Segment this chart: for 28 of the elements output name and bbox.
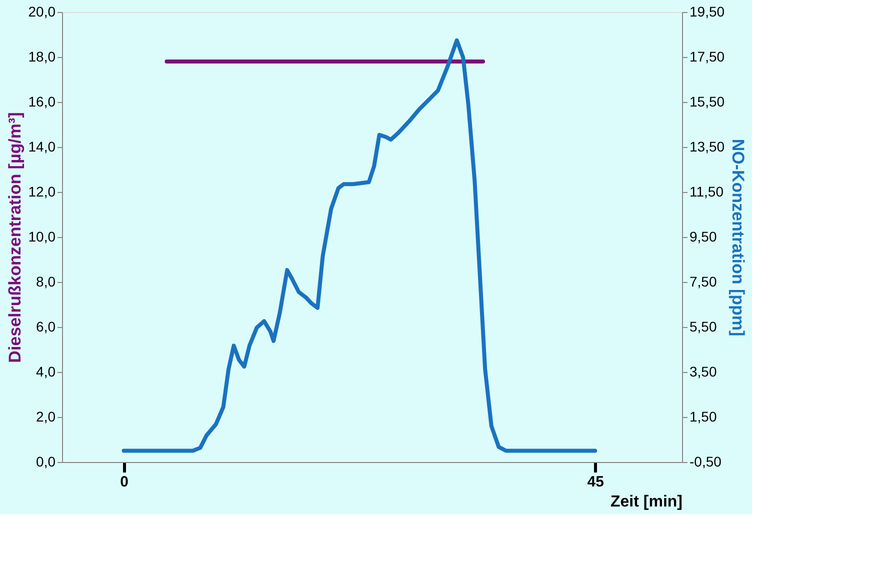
- y2-tick-label: 5,50: [690, 318, 717, 334]
- y-tick-label: 6,0: [36, 318, 56, 334]
- y2-tick-label: -0,50: [690, 454, 722, 470]
- y2-tick-label: 11,50: [690, 184, 724, 200]
- y2-tick-label: 9,50: [690, 228, 717, 244]
- y-axis-title: Dieselrußkonzentration [µg/m³]: [5, 112, 24, 363]
- y-tick-label: 20,0: [28, 4, 56, 20]
- y-tick-label: 4,0: [36, 364, 56, 380]
- y2-axis-title: NO-Konzentration [ppm]: [728, 138, 748, 336]
- x-tick-label: 0: [120, 474, 128, 490]
- y2-tick-label: 19,50: [690, 4, 725, 20]
- y2-tick-label: 15,50: [690, 94, 725, 110]
- line-series: [122, 38, 598, 453]
- x-axis-title: Zeit [min]: [610, 494, 682, 510]
- y2-tick-label: 7,50: [690, 274, 717, 290]
- y-tick-label: 8,0: [36, 274, 56, 290]
- y-tick-label: 0,0: [36, 454, 56, 470]
- y-tick-label: 10,0: [28, 228, 56, 244]
- y-tick-label: 16,0: [28, 94, 56, 110]
- y-tick-label: 2,0: [36, 408, 56, 424]
- y2-tick-label: 17,50: [690, 48, 725, 64]
- y2-tick-label: 13,50: [690, 138, 725, 154]
- x-tick-label: 45: [587, 474, 604, 490]
- y2-tick-label: 3,50: [690, 364, 717, 380]
- y-tick-label: 14,0: [28, 138, 56, 154]
- y-tick-label: 18,0: [28, 48, 56, 64]
- y-tick-label: 12,0: [28, 184, 56, 200]
- y2-tick-label: 1,50: [690, 408, 717, 424]
